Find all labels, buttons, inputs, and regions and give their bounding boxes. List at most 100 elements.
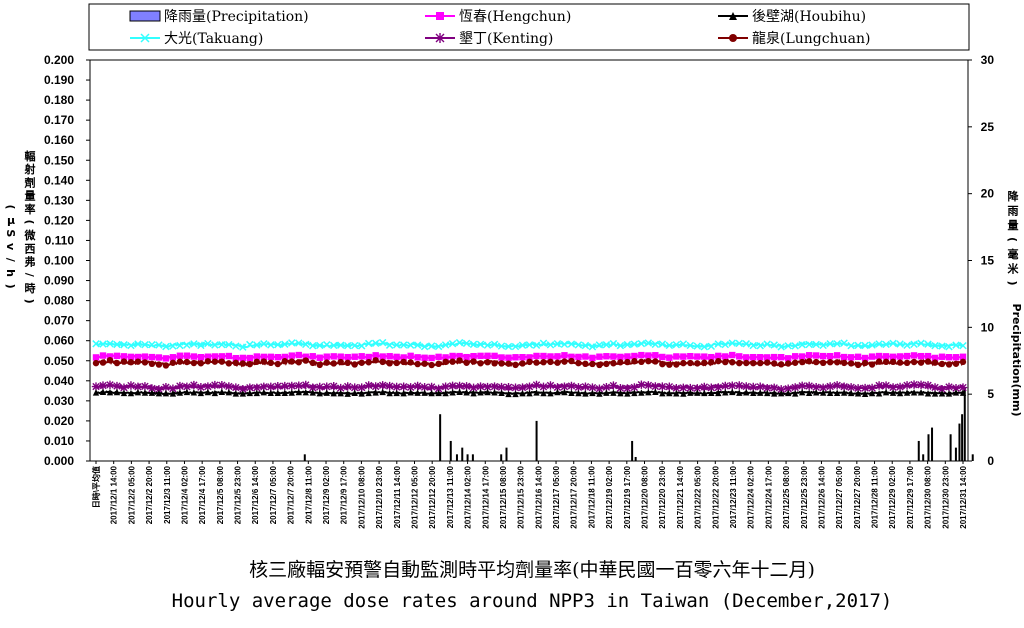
- marker: [846, 383, 856, 392]
- marker: [337, 358, 344, 366]
- marker: [708, 389, 715, 396]
- x-tick-label: 2017/12/17 05:00: [552, 465, 561, 528]
- marker: [923, 381, 933, 390]
- marker: [455, 381, 464, 391]
- marker: [336, 341, 345, 349]
- marker: [119, 383, 129, 392]
- marker: [854, 341, 862, 350]
- marker: [581, 382, 590, 391]
- marker: [400, 354, 407, 361]
- marker: [442, 389, 449, 397]
- marker: [750, 359, 757, 367]
- marker: [386, 353, 393, 360]
- marker: [407, 352, 414, 360]
- series-takuang: [92, 338, 967, 351]
- marker: [680, 353, 687, 360]
- marker: [518, 341, 527, 349]
- marker: [701, 359, 708, 366]
- marker: [686, 383, 695, 393]
- marker: [155, 361, 163, 368]
- marker: [694, 389, 701, 396]
- marker: [812, 352, 820, 359]
- marker: [875, 390, 883, 397]
- marker: [239, 354, 247, 362]
- marker: [784, 342, 792, 350]
- marker: [574, 383, 583, 392]
- marker: [126, 381, 136, 390]
- right-tick-label: 30: [981, 53, 995, 67]
- marker: [260, 340, 268, 348]
- marker: [784, 384, 793, 393]
- marker: [253, 353, 261, 360]
- marker: [526, 354, 533, 361]
- marker: [840, 389, 848, 396]
- marker: [575, 359, 582, 367]
- marker: [819, 359, 827, 367]
- marker: [127, 341, 135, 350]
- marker: [546, 341, 555, 349]
- marker: [895, 382, 905, 392]
- marker: [469, 383, 478, 393]
- marker: [463, 389, 470, 396]
- legend-box: [88, 3, 970, 51]
- marker: [826, 352, 834, 360]
- marker: [659, 360, 666, 368]
- marker: [406, 341, 415, 349]
- marker: [106, 357, 114, 364]
- precipitation-bar: [631, 440, 634, 461]
- marker: [329, 341, 338, 350]
- marker: [519, 390, 526, 397]
- marker: [239, 343, 247, 351]
- left-tick-label: 0.050: [44, 354, 74, 368]
- marker: [854, 390, 862, 397]
- precipitation-bar: [954, 447, 957, 461]
- marker: [909, 380, 919, 389]
- marker: [315, 382, 324, 392]
- marker: [839, 382, 849, 391]
- marker: [435, 360, 442, 368]
- marker: [393, 359, 400, 367]
- marker: [938, 390, 946, 397]
- marker: [371, 339, 380, 347]
- left-tick-label: 0.010: [44, 434, 74, 448]
- marker: [448, 339, 457, 348]
- right-tick-label: 5: [987, 387, 994, 401]
- marker: [798, 358, 806, 366]
- marker: [568, 357, 575, 365]
- marker: [211, 341, 219, 349]
- marker: [868, 361, 876, 368]
- marker: [770, 341, 778, 349]
- marker: [302, 388, 309, 396]
- marker: [295, 351, 302, 359]
- marker: [476, 382, 485, 391]
- marker: [428, 389, 435, 397]
- right-axis-ticks: 0 5 10 15 20 25 30: [968, 53, 994, 468]
- x-tick-label: 2017/12/10 08:00: [357, 465, 366, 528]
- marker: [617, 359, 624, 366]
- marker: [630, 383, 639, 392]
- left-tick-label: 0.100: [44, 254, 74, 268]
- marker: [323, 340, 331, 349]
- axis-title-char: /: [23, 273, 36, 278]
- marker: [818, 383, 828, 393]
- marker: [812, 340, 820, 349]
- marker: [581, 341, 590, 350]
- marker: [302, 353, 309, 360]
- marker: [512, 361, 519, 369]
- marker: [525, 382, 534, 391]
- marker: [427, 382, 436, 392]
- axis-title-char: (: [1006, 237, 1019, 242]
- marker: [945, 343, 953, 351]
- marker: [715, 357, 722, 365]
- marker: [92, 340, 100, 348]
- marker: [804, 381, 814, 391]
- marker: [337, 353, 344, 360]
- marker: [812, 389, 820, 396]
- marker: [168, 384, 178, 393]
- precipitation-bar: [971, 454, 974, 461]
- marker: [154, 385, 164, 394]
- x-tick-label: 2017/12/29 02:00: [888, 465, 897, 528]
- marker: [867, 383, 877, 393]
- left-tick-label: 0.070: [44, 314, 74, 328]
- marker: [805, 389, 813, 396]
